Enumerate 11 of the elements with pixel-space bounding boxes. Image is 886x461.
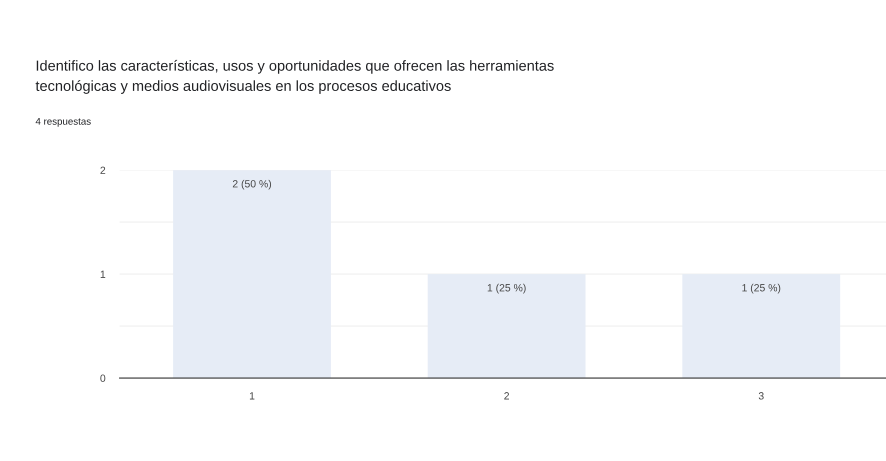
data-label: 1 (25 %) (488, 284, 526, 294)
y-tick-label: 1 (100, 270, 106, 278)
data-label: 1 (25 %) (742, 284, 780, 294)
y-tick-label: 2 (100, 166, 106, 174)
x-tick-label: 2 (504, 392, 509, 400)
data-label: 2 (50 %) (232, 180, 272, 190)
x-tick-label: 1 (250, 392, 254, 400)
chart-subtitle: 4 respuestas (36, 118, 91, 127)
y-tick-label: 0 (100, 374, 106, 382)
chart-title: Identifico las características, usos y oportunidades que ofrecen las herramientas tecnológicas y medios audiovisuales en los procesos educativos (36, 60, 554, 94)
x-tick-label: 3 (758, 392, 764, 400)
